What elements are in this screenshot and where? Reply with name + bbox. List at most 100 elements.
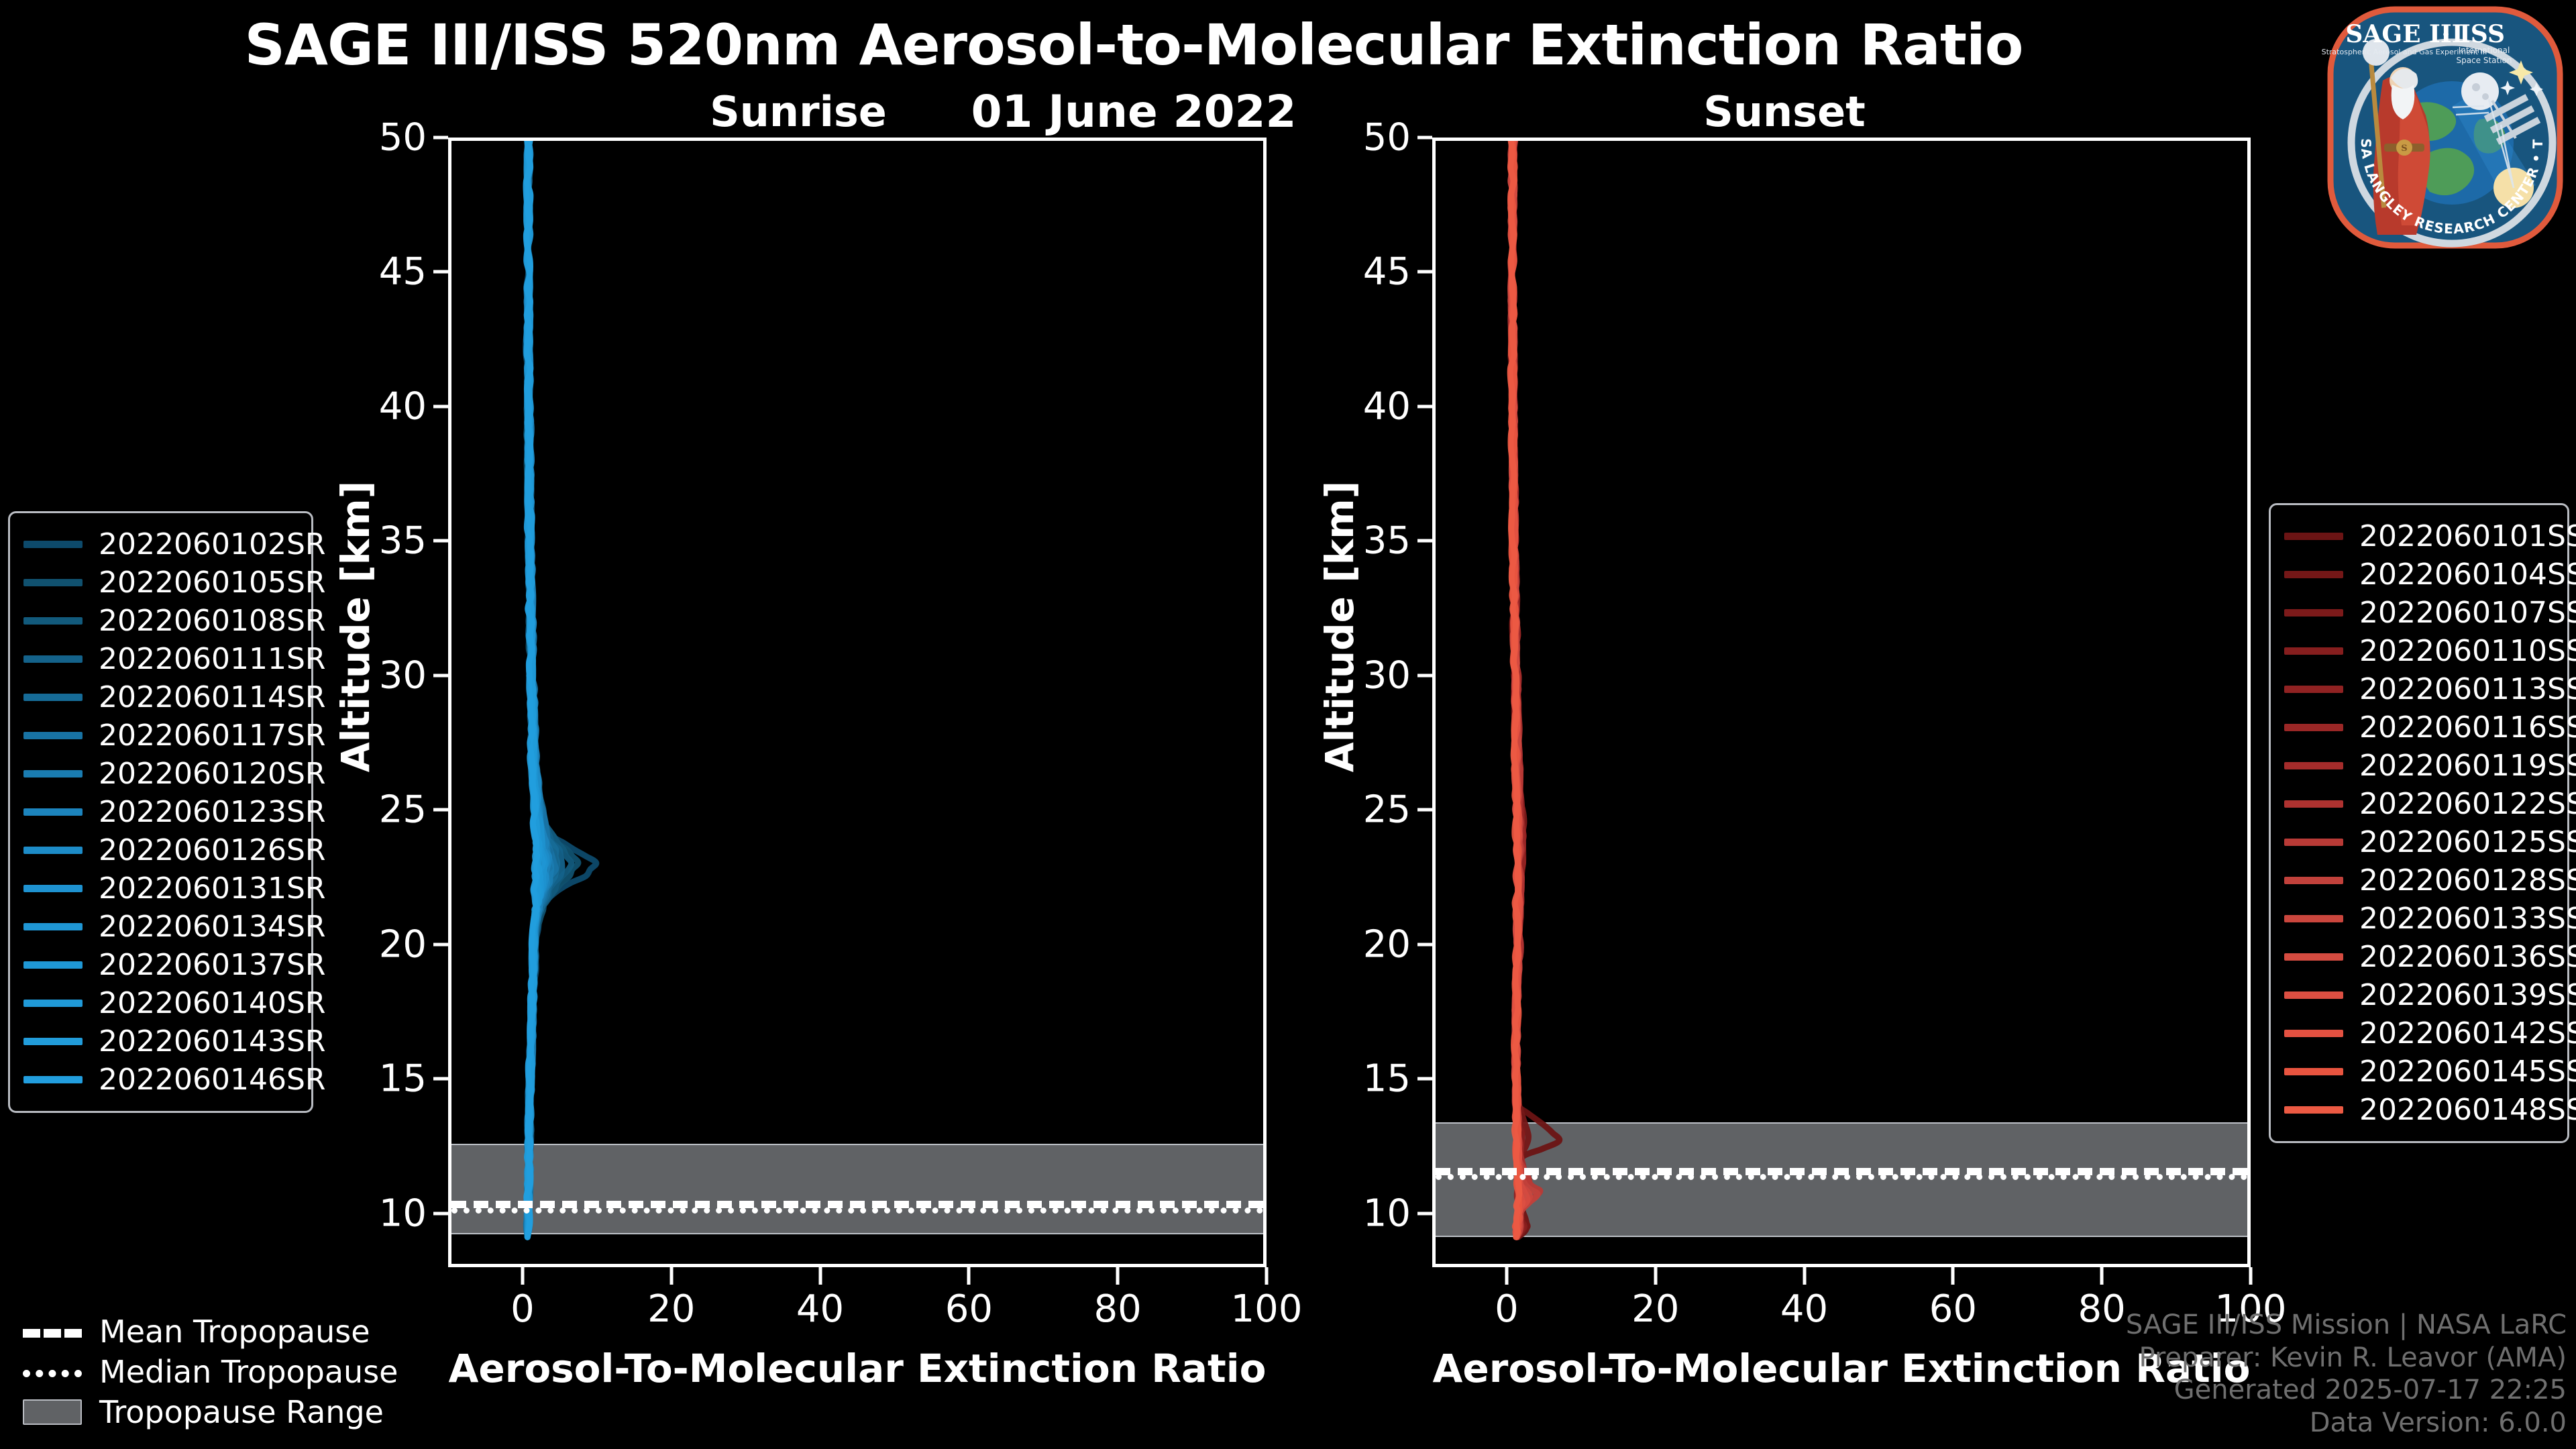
x-tick-mark xyxy=(2100,1267,2104,1285)
logo-title-sub: ISS xyxy=(2459,20,2505,48)
legend-item[interactable]: 2022060143SR xyxy=(23,1022,325,1061)
y-tick-label: 10 xyxy=(1362,1191,1411,1236)
legend-color-swatch xyxy=(2284,533,2343,540)
legend-color-swatch xyxy=(23,923,83,930)
tropopause-legend: Mean Tropopause Median Tropopause Tropop… xyxy=(23,1311,398,1432)
x-tick-label: 40 xyxy=(1780,1287,1829,1331)
legend-color-swatch xyxy=(2284,724,2343,731)
legend-item[interactable]: 2022060114SR xyxy=(23,678,325,716)
legend-item[interactable]: 2022060122SS xyxy=(2284,785,2576,823)
legend-item[interactable]: 2022060111SR xyxy=(23,640,325,678)
y-tick-mark xyxy=(1417,943,1432,947)
y-tick-label: 20 xyxy=(1362,922,1411,967)
legend-item[interactable]: 2022060131SR xyxy=(23,869,325,908)
x-tick-label: 20 xyxy=(647,1287,696,1331)
svg-text:S: S xyxy=(2401,144,2407,154)
y-tick-label: 45 xyxy=(1362,250,1411,294)
x-axis-ticks-sunrise: 0 20 40 60 80 100 xyxy=(448,1267,1302,1331)
legend-item-label: 2022060105SR xyxy=(99,566,326,600)
credits-line-data-version: Data Version: 6.0.0 xyxy=(2309,1407,2567,1439)
legend-item[interactable]: 2022060134SR xyxy=(23,908,325,946)
legend-color-swatch xyxy=(23,732,83,739)
x-tick-mark xyxy=(521,1267,525,1285)
x-tick-mark xyxy=(1654,1267,1658,1285)
legend-item[interactable]: 2022060140SR xyxy=(23,984,325,1022)
legend-item[interactable]: 2022060123SR xyxy=(23,793,325,831)
y-tick-label: 45 xyxy=(378,250,427,294)
legend-item-label: 2022060143SR xyxy=(99,1024,326,1059)
legend-color-swatch xyxy=(23,1076,83,1083)
legend-item[interactable]: 2022060101SS xyxy=(2284,517,2576,555)
legend-item[interactable]: 2022060142SS xyxy=(2284,1014,2576,1053)
x-tick-label: 60 xyxy=(1929,1287,1977,1331)
legend-item[interactable]: 2022060148SS xyxy=(2284,1091,2576,1129)
y-tick-mark xyxy=(433,539,448,543)
y-tick-label: 25 xyxy=(1362,788,1411,832)
legend-item-label: 2022060117SR xyxy=(99,718,326,753)
legend-color-swatch xyxy=(2284,839,2343,846)
x-tick-mark xyxy=(1116,1267,1120,1285)
median-tropopause-line-sunset xyxy=(1436,1174,2247,1181)
legend-item-label: 2022060110SS xyxy=(2359,634,2576,668)
x-tick-mark xyxy=(967,1267,971,1285)
legend-item[interactable]: 2022060126SR xyxy=(23,831,325,869)
legend-item[interactable]: 2022060107SS xyxy=(2284,594,2576,632)
legend-item-label: 2022060146SR xyxy=(99,1063,326,1097)
tropopause-range-swatch-icon xyxy=(23,1399,82,1425)
y-tick-label: 40 xyxy=(378,384,427,429)
y-tick-label: 10 xyxy=(378,1191,427,1236)
y-tick-label: 15 xyxy=(378,1057,427,1101)
y-tick-label: 25 xyxy=(378,788,427,832)
legend-item-label: 2022060136SS xyxy=(2359,940,2576,974)
y-tick-label: 15 xyxy=(1362,1057,1411,1101)
y-tick-mark xyxy=(433,1212,448,1216)
y-tick-mark xyxy=(1417,136,1432,140)
legend-color-swatch xyxy=(23,961,83,969)
mean-tropopause-label: Mean Tropopause xyxy=(99,1313,370,1350)
legend-item[interactable]: 2022060125SS xyxy=(2284,823,2576,861)
legend-color-swatch xyxy=(2284,877,2343,884)
legend-item[interactable]: 2022060128SS xyxy=(2284,861,2576,900)
legend-item[interactable]: 2022060146SR xyxy=(23,1061,325,1099)
legend-item-label: 2022060108SR xyxy=(99,604,326,638)
y-axis-ticks-sunset: 10 15 20 25 30 35 40 45 50 xyxy=(1346,116,1411,1267)
logo-caption-right-line1: International xyxy=(2459,46,2510,55)
legend-item[interactable]: 2022060137SR xyxy=(23,946,325,984)
median-tropopause-label: Median Tropopause xyxy=(99,1354,398,1390)
legend-color-swatch xyxy=(23,617,83,625)
legend-item[interactable]: 2022060119SS xyxy=(2284,747,2576,785)
y-axis-ticks-sunrise: 10 15 20 25 30 35 40 45 50 xyxy=(362,116,427,1267)
legend-item-label: 2022060122SS xyxy=(2359,787,2576,821)
credits-line-mission: SAGE III/ISS Mission | NASA LaRC xyxy=(2125,1309,2567,1340)
legend-item[interactable]: 2022060108SR xyxy=(23,602,325,640)
legend-item[interactable]: 2022060139SS xyxy=(2284,976,2576,1014)
legend-item-label: 2022060125SS xyxy=(2359,825,2576,859)
panel-title-sunset: Sunset xyxy=(1703,87,1866,136)
legend-color-swatch xyxy=(23,541,83,548)
x-tick-label: 0 xyxy=(511,1287,535,1331)
legend-item[interactable]: 2022060116SS xyxy=(2284,708,2576,747)
y-tick-label: 30 xyxy=(1362,653,1411,698)
x-tick-label: 80 xyxy=(2078,1287,2126,1331)
legend-item[interactable]: 2022060110SS xyxy=(2284,632,2576,670)
legend-color-swatch xyxy=(23,1000,83,1007)
legend-item[interactable]: 2022060145SS xyxy=(2284,1053,2576,1091)
legend-item[interactable]: 2022060113SS xyxy=(2284,670,2576,708)
legend-item[interactable]: 2022060105SR xyxy=(23,564,325,602)
legend-item[interactable]: 2022060136SS xyxy=(2284,938,2576,976)
legend-item[interactable]: 2022060104SS xyxy=(2284,555,2576,594)
legend-color-swatch xyxy=(2284,800,2343,808)
tropopause-range-label: Tropopause Range xyxy=(99,1394,384,1430)
y-tick-mark xyxy=(433,270,448,274)
series-legend-sunrise[interactable]: 2022060102SR 2022060105SR 2022060108SR 2022… xyxy=(8,511,325,1113)
legend-item[interactable]: 2022060120SR xyxy=(23,755,325,793)
legend-item[interactable]: 2022060117SR xyxy=(23,716,325,755)
legend-item-label: 2022060116SS xyxy=(2359,710,2576,745)
y-tick-label: 40 xyxy=(1362,384,1411,429)
series-legend-sunset[interactable]: 2022060101SS 2022060104SS 2022060107SS 2022… xyxy=(2269,503,2576,1143)
legend-item[interactable]: 2022060102SR xyxy=(23,525,325,564)
legend-item[interactable]: 2022060133SS xyxy=(2284,900,2576,938)
series-line xyxy=(1507,141,1523,1240)
y-tick-mark xyxy=(433,943,448,947)
plot-area-sunset xyxy=(1432,138,2251,1267)
